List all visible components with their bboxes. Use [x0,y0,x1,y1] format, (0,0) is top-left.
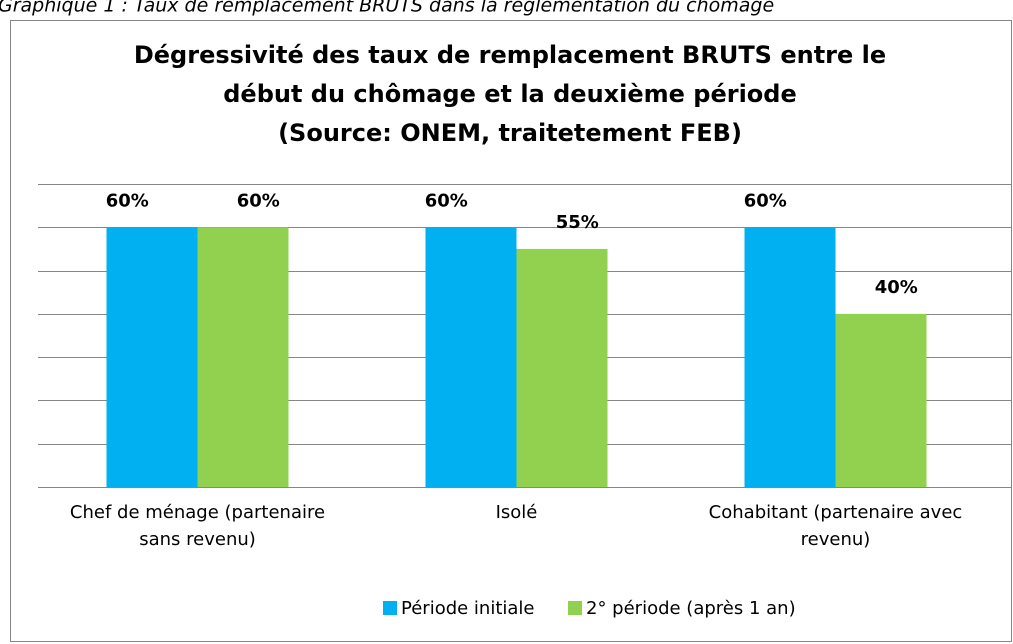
legend-label: Période initiale [401,598,535,619]
bar [197,227,289,488]
bar [425,227,517,488]
chart-title: (Source: ONEM, traitetement FEB) [278,119,742,147]
x-tick-label: Isolé [495,502,538,523]
caption: Graphique 1 : Taux de remplacement BRUTS… [0,0,774,17]
bar [516,248,608,487]
data-label: 55% [556,212,599,233]
bar [835,313,927,487]
legend-swatch [383,601,397,615]
bar [106,227,198,488]
data-label: 60% [425,190,468,211]
data-label: 60% [237,190,280,211]
data-label: 60% [106,190,149,211]
data-label: 60% [744,190,787,211]
legend-label: 2° période (après 1 an) [586,598,796,619]
chart-title: Dégressivité des taux de remplacement BR… [134,41,886,69]
x-tick-label: Chef de ménage (partenaire sans revenu) [69,502,326,550]
bar [744,227,836,488]
x-tick-label: Cohabitant (partenaire avec revenu) [708,502,963,550]
chart-frame [10,20,1012,642]
chart-title: début du chômage et la deuxième période [223,80,797,108]
legend-swatch [568,601,582,615]
data-label: 40% [875,277,918,298]
